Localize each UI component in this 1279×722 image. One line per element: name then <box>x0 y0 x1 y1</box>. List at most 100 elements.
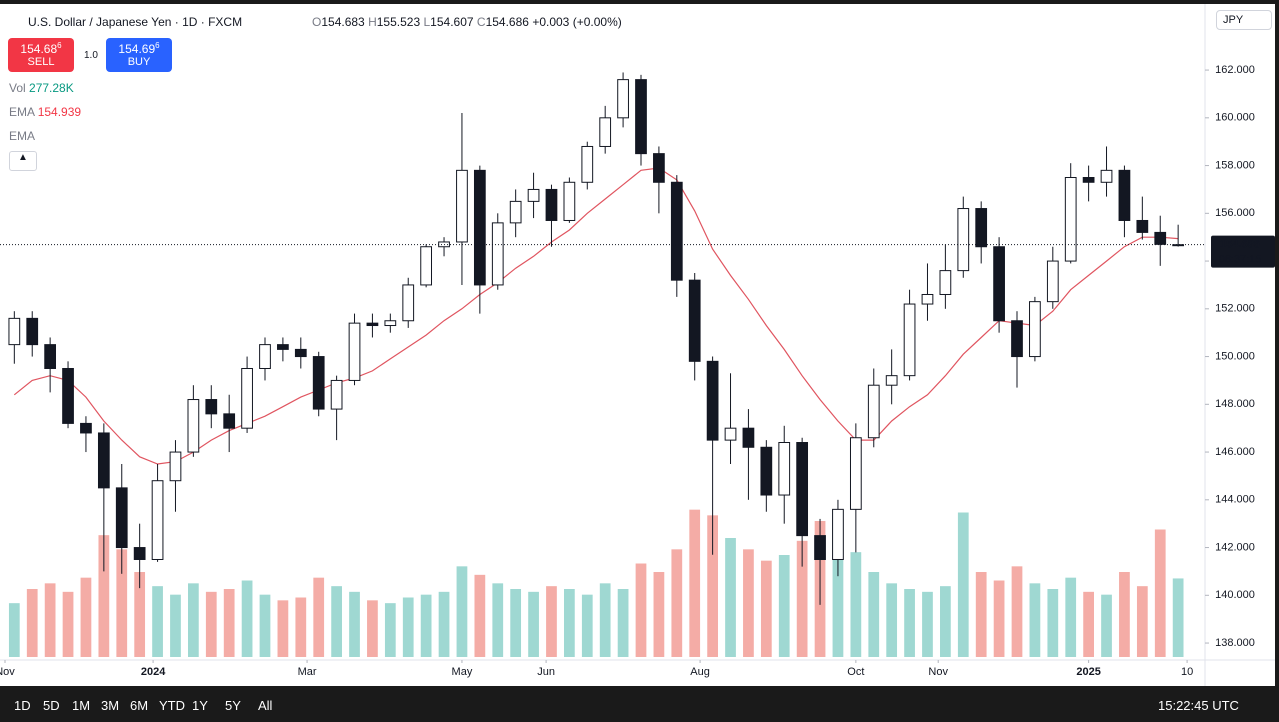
candle-body <box>402 284 415 322</box>
candle-body <box>760 446 773 496</box>
candle-body <box>169 451 182 482</box>
volume-bar <box>456 566 468 657</box>
range-button[interactable]: 3M <box>101 698 120 713</box>
candle-body <box>348 322 361 381</box>
candle-body <box>563 181 576 221</box>
range-button[interactable]: All <box>258 698 273 713</box>
range-button[interactable]: 1Y <box>192 698 208 713</box>
candle-body <box>832 508 844 560</box>
currency-select[interactable]: JPY <box>1216 10 1272 30</box>
volume-bar <box>223 589 235 657</box>
price-axis-bg <box>1205 0 1279 686</box>
x-tick-label: 2024 <box>141 666 166 678</box>
volume-bar <box>599 583 611 657</box>
range-button[interactable]: 5D <box>43 698 60 713</box>
range-button[interactable]: 6M <box>130 698 149 713</box>
candle-body <box>187 399 200 453</box>
range-button[interactable]: 5Y <box>225 698 241 713</box>
volume-bar <box>850 552 862 657</box>
candle-body <box>653 153 665 183</box>
sell-label: SELL <box>27 56 55 68</box>
volume-bar <box>743 549 754 657</box>
spread: 1.0 <box>84 50 98 61</box>
candle-body <box>473 169 486 286</box>
volume-bar <box>528 591 539 657</box>
collapse-button[interactable]: ▲ <box>9 151 37 171</box>
volume-bar <box>313 577 325 657</box>
ema2-tag: EMA <box>9 129 36 143</box>
y-tick-label: 152.000 <box>1215 303 1255 315</box>
top-frame <box>0 0 1279 4</box>
volume-bar <box>1119 572 1130 657</box>
candle-body <box>688 279 701 362</box>
candle-body <box>1154 231 1167 245</box>
candle-body <box>366 322 379 327</box>
buy-label: BUY <box>127 56 151 68</box>
candle-body <box>115 487 128 549</box>
candle-body <box>8 317 21 346</box>
candle-body <box>491 222 504 286</box>
candle-body <box>26 317 39 346</box>
volume-bar <box>975 572 987 657</box>
volume-bar <box>922 591 933 657</box>
candle-body <box>509 200 522 224</box>
buy-button[interactable]: 154.696 BUY <box>106 38 172 72</box>
candle-body <box>957 208 970 272</box>
sell-button[interactable]: 154.686 SELL <box>8 38 74 72</box>
volume-bar <box>438 591 450 657</box>
candle-body <box>62 367 74 424</box>
volume-bar <box>564 589 575 657</box>
volume-bar <box>1065 577 1077 657</box>
volume-bar <box>993 580 1005 657</box>
volume-bar <box>134 572 146 657</box>
y-tick-label: 160.000 <box>1215 112 1255 124</box>
volume-bar <box>940 586 951 657</box>
volume-bar <box>1011 566 1023 657</box>
change-pct: (+0.00%) <box>572 15 622 29</box>
volume-bar <box>170 594 181 657</box>
y-tick-label: 162.000 <box>1215 64 1255 76</box>
volume-bar <box>295 597 307 657</box>
volume-bar <box>402 597 414 657</box>
y-tick-label: 158.000 <box>1215 159 1255 171</box>
ohlc-readout: O154.683 H155.523 L154.607 C154.686 +0.0… <box>312 15 622 29</box>
volume-bar <box>420 594 432 657</box>
x-tick-label: Mar <box>298 666 317 678</box>
close-value: 154.686 <box>485 15 529 29</box>
sell-pip: 6 <box>57 41 62 50</box>
y-tick-label: 144.000 <box>1215 494 1255 506</box>
low-tag: L <box>423 15 431 29</box>
range-button[interactable]: 1M <box>72 698 91 713</box>
symbol-title: U.S. Dollar / Japanese Yen · 1D · FXCM <box>28 15 243 29</box>
y-tick-label: 150.000 <box>1215 350 1255 362</box>
volume-bar <box>707 515 718 657</box>
candle-body <box>885 375 898 386</box>
buy-pip: 6 <box>155 41 160 50</box>
candle-body <box>1011 320 1023 358</box>
volume-bar <box>886 583 898 657</box>
candle-body <box>903 303 916 377</box>
range-button[interactable]: YTD <box>159 698 185 713</box>
range-button[interactable]: 1D <box>14 698 31 713</box>
volume-bar <box>725 538 736 657</box>
right-frame <box>1275 0 1279 686</box>
candle-body <box>1082 177 1095 183</box>
volume-bar <box>760 560 772 657</box>
volume-bar <box>635 563 647 657</box>
candle-body <box>223 413 236 429</box>
candle-body <box>330 379 343 410</box>
last-price-label: 154.686 <box>1220 239 1260 251</box>
candle-body <box>670 181 683 281</box>
candle-body <box>1172 244 1185 247</box>
x-tick-label: Nov <box>928 666 948 678</box>
candle-body <box>796 442 809 537</box>
volume-bar <box>44 583 56 657</box>
open-tag: O <box>312 15 322 29</box>
volume-bar <box>653 572 665 657</box>
candle-body <box>259 344 271 369</box>
volume-bar <box>1047 589 1059 657</box>
y-tick-label: 148.000 <box>1215 398 1255 410</box>
volume-bar <box>116 549 128 657</box>
candle-body <box>581 145 594 183</box>
